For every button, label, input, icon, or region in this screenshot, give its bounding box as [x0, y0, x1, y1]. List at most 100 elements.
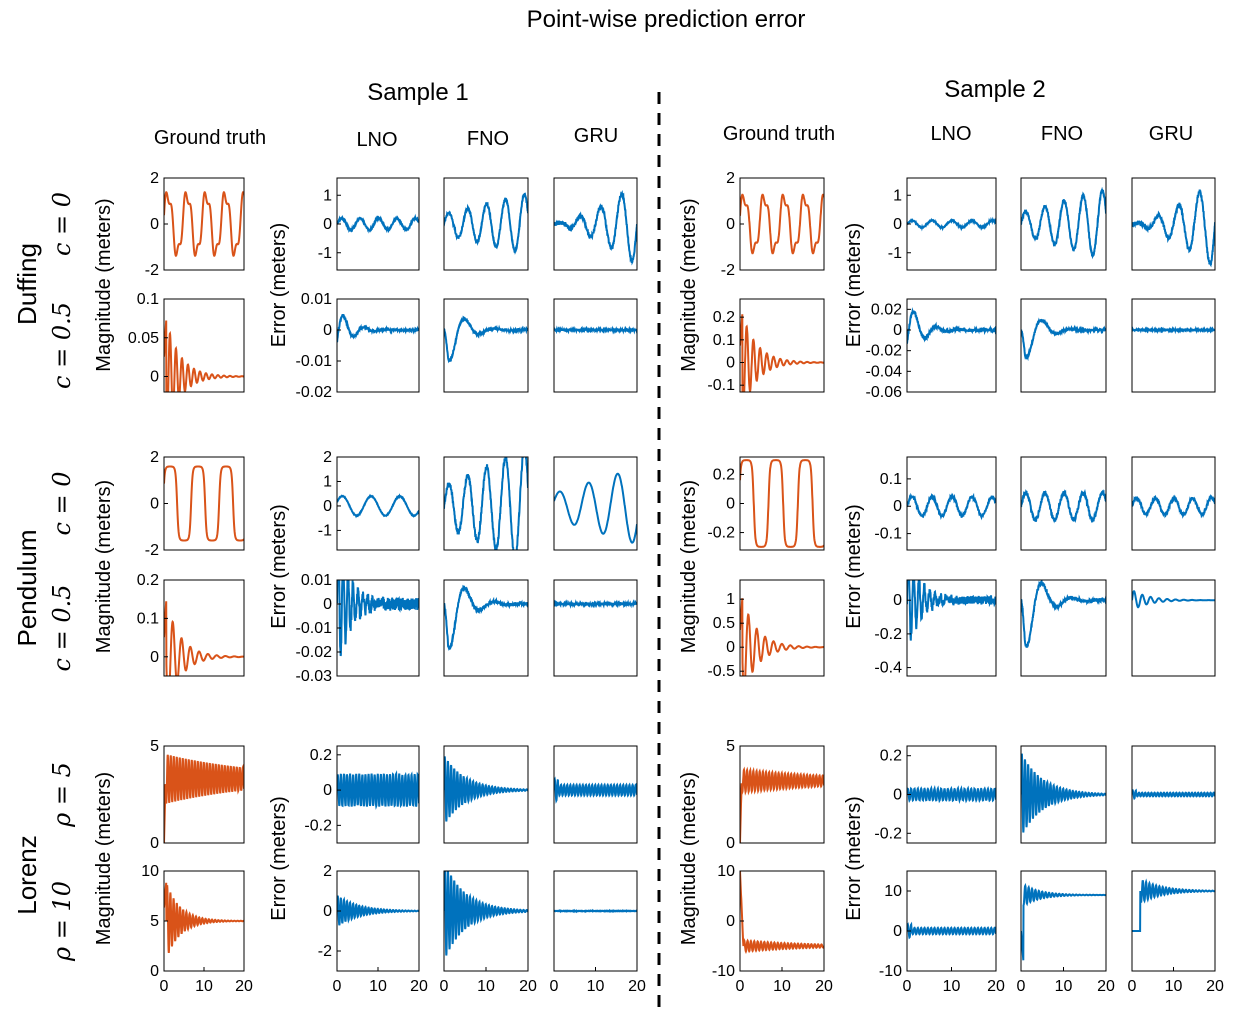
magnitude-axis-label: Magnitude (meters) [678, 772, 700, 945]
error-axis-label: Error (meters) [268, 504, 290, 628]
s1-lorenz-r5-gru-xtick-label: 10 [587, 978, 605, 995]
s2-duffing-r0-gru-series [1132, 189, 1215, 268]
s2-pendulum-r3-lno-ytick-label: -0.4 [874, 660, 902, 677]
s2-lorenz-r5-truth-xtick-label: 0 [736, 978, 745, 995]
s2-lorenz-r5-truth-series [740, 871, 824, 954]
s2-pendulum-r3-lno-series [907, 580, 996, 641]
s1-pendulum-r2-truth-ytick-label: 0 [150, 496, 159, 513]
s1-lorenz-r4-truth-series [164, 754, 244, 843]
s2-pendulum-r3-lno-ytick-label: -0.2 [874, 626, 902, 643]
s1-lorenz-r4-truth-ytick-label: 0 [150, 835, 159, 852]
s2-duffing-r0-lno-ytick-label: -1 [888, 245, 902, 262]
s1-pendulum-r3-fno-frame [443, 579, 529, 677]
s2-duffing-r1-truth-ytick-label: 0 [726, 355, 735, 372]
s1-pendulum-r3-lno-ytick-label: -0.02 [296, 644, 333, 661]
s2-lorenz-r5-truth-frame [739, 870, 825, 972]
s1-duffing-r1-truth-frame [163, 298, 245, 393]
s2-lorenz-r5-fno-xtick-label: 20 [1097, 978, 1115, 995]
s1-duffing-r0-truth-ytick-label: 0 [150, 216, 159, 233]
s1-pendulum-r2-gru-frame [553, 456, 638, 551]
s2-lorenz-r5-gru-xtick-label: 10 [1165, 978, 1183, 995]
s2-lorenz-r5-lno-xtick-label: 20 [987, 978, 1005, 995]
s2-pendulum-r2-gru-series [1132, 493, 1215, 519]
s1-pendulum-r2-fno-series [444, 457, 528, 550]
system-label-pendulum: Pendulum [12, 529, 42, 646]
s1-duffing-r1-lno-ytick-label: -0.02 [296, 384, 333, 401]
s2-pendulum-r3-truth-ytick-label: -0.5 [707, 663, 735, 680]
s1-lorenz-r5-truth-xtick-label: 0 [160, 978, 169, 995]
column-heading-1-gru: GRU [574, 125, 618, 147]
figure-title: Point-wise prediction error [527, 6, 806, 33]
s1-duffing-r0-lno-frame [336, 177, 420, 271]
s2-lorenz-r5-fno-frame [1020, 870, 1107, 972]
s2-duffing-r1-lno-ytick-label: -0.02 [866, 343, 903, 360]
s1-lorenz-r5-lno-ytick-label: -2 [318, 943, 332, 960]
s1-lorenz-r4-lno-series [337, 770, 419, 810]
s2-pendulum-r3-truth-ytick-label: 0.5 [713, 615, 735, 632]
s2-lorenz-r4-truth-frame [739, 745, 825, 844]
s1-duffing-r0-lno-ytick-label: 0 [323, 216, 332, 233]
param-label-lorenz-1: ρ = 5 [48, 762, 76, 828]
s1-duffing-r0-truth-ytick-label: -2 [145, 262, 159, 279]
s1-duffing-r0-lno-series [337, 213, 419, 234]
magnitude-axis-label: Magnitude (meters) [678, 480, 700, 653]
system-label-duffing: Duffing [12, 243, 42, 325]
s1-duffing-r1-truth-ytick-label: 0 [150, 369, 159, 386]
s1-pendulum-r3-fno-series [444, 584, 528, 651]
s2-pendulum-r3-truth-series [740, 598, 824, 676]
s2-lorenz-r5-fno-series [1021, 882, 1106, 961]
s2-lorenz-r4-gru-series [1132, 788, 1215, 801]
s1-duffing-r0-fno-frame [443, 177, 529, 271]
error-axis-label: Error (meters) [268, 796, 290, 920]
s1-lorenz-r5-truth-ytick-label: 10 [141, 863, 159, 880]
s1-pendulum-r2-lno-ytick-label: -1 [318, 522, 332, 539]
s1-duffing-r1-gru-frame [553, 298, 638, 393]
s1-lorenz-r5-fno-xtick-label: 0 [440, 978, 449, 995]
s2-lorenz-r5-lno-ytick-label: 0 [893, 923, 902, 940]
s1-lorenz-r5-lno-xtick-label: 20 [410, 978, 428, 995]
s2-pendulum-r2-lno-series [907, 492, 996, 521]
s1-lorenz-r4-fno-frame [443, 745, 529, 844]
s1-pendulum-r3-lno-ytick-label: 0.01 [301, 572, 332, 589]
s1-duffing-r1-fno-frame [443, 298, 529, 393]
s2-lorenz-r5-gru-xtick-label: 20 [1206, 978, 1224, 995]
column-heading-1-fno: FNO [467, 128, 509, 150]
s2-pendulum-r3-gru-series [1132, 590, 1215, 609]
s1-lorenz-r5-fno-xtick-label: 20 [519, 978, 537, 995]
s2-pendulum-r2-truth-ytick-label: 0 [726, 496, 735, 513]
s1-pendulum-r2-lno-ytick-label: 2 [323, 449, 332, 466]
s2-lorenz-r5-gru-frame [1131, 870, 1216, 972]
sample-2-heading: Sample 2 [944, 76, 1045, 103]
param-label-lorenz-2: ρ = 10 [48, 881, 76, 962]
s1-lorenz-r4-lno-ytick-label: 0 [323, 782, 332, 799]
s2-duffing-r0-fno-frame [1020, 177, 1107, 271]
s1-duffing-r0-gru-series [554, 190, 637, 266]
column-heading-2-fno: FNO [1041, 123, 1083, 145]
s2-pendulum-r3-truth-ytick-label: 1 [726, 591, 735, 608]
s2-lorenz-r5-gru-xtick-label: 0 [1128, 978, 1137, 995]
s1-pendulum-r3-truth-ytick-label: 0.2 [137, 572, 159, 589]
s1-pendulum-r2-truth-series [164, 465, 244, 542]
s2-lorenz-r4-gru-frame [1131, 745, 1216, 844]
s1-duffing-r0-truth-ytick-label: 2 [150, 170, 159, 187]
s2-duffing-r1-gru-frame [1131, 298, 1216, 393]
s2-duffing-r0-truth-frame [739, 177, 825, 271]
s2-pendulum-r3-gru-frame [1131, 579, 1216, 677]
s1-duffing-r1-gru-series [554, 325, 637, 335]
s1-pendulum-r2-lno-ytick-label: 0 [323, 498, 332, 515]
s1-duffing-r0-gru-frame [553, 177, 638, 271]
s1-pendulum-r3-lno-ytick-label: 0 [323, 596, 332, 613]
s2-lorenz-r5-truth-ytick-label: -10 [712, 963, 735, 980]
s1-duffing-r1-lno-ytick-label: -0.01 [296, 353, 333, 370]
s2-lorenz-r5-lno-ytick-label: 10 [884, 883, 902, 900]
s1-duffing-r1-lno-series [337, 314, 419, 343]
s2-lorenz-r4-fno-series [1021, 753, 1106, 833]
column-heading-2-gru: GRU [1149, 123, 1193, 145]
s1-duffing-r1-lno-frame [336, 298, 420, 393]
s2-pendulum-r2-lno-frame [906, 456, 997, 551]
s1-duffing-r1-fno-series [444, 315, 528, 364]
s2-pendulum-r3-fno-series [1021, 580, 1106, 648]
s1-lorenz-r5-lno-ytick-label: 0 [323, 903, 332, 920]
s1-lorenz-r4-truth-frame [163, 745, 245, 844]
